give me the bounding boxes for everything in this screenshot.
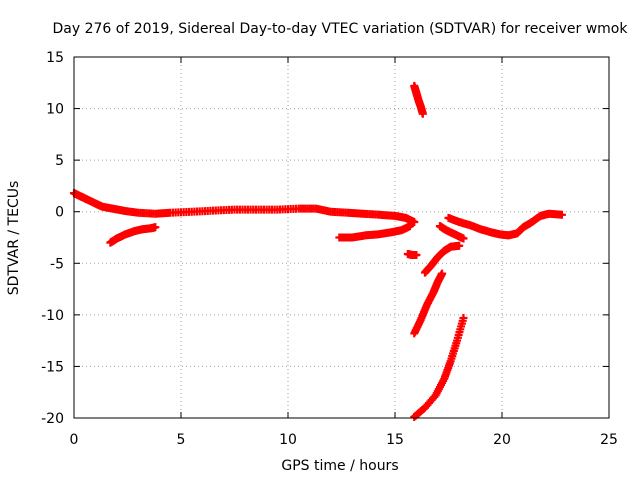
- chart-title: Day 276 of 2019, Sidereal Day-to-day VTE…: [53, 21, 629, 37]
- series-arc-right: [444, 209, 566, 240]
- series-arc-lower-mid: [335, 222, 414, 242]
- series-arc-main-upper: [70, 189, 419, 227]
- y-tick-label: -5: [50, 256, 64, 272]
- x-tick-label: 20: [493, 432, 511, 448]
- series-short-at-16: [403, 250, 421, 260]
- x-tick-label: 25: [600, 432, 618, 448]
- series-arc-top-spike: [410, 81, 427, 118]
- data-point: [455, 241, 464, 250]
- x-axis-label: GPS time / hours: [281, 458, 398, 474]
- y-axis-label: SDTVAR / TECUs: [6, 181, 22, 296]
- x-tick-label: 0: [70, 432, 79, 448]
- y-tick-label: 10: [46, 102, 64, 118]
- y-tick-label: -20: [41, 411, 64, 427]
- data-point: [412, 251, 421, 260]
- series-arc-right-lower: [435, 222, 468, 243]
- plot-frame: [73, 56, 610, 419]
- series-arc-lower-left: [106, 223, 160, 247]
- axis-ticks: [73, 56, 610, 419]
- data-point: [410, 218, 419, 227]
- y-tick-label: 5: [55, 153, 64, 169]
- data-point: [459, 313, 468, 322]
- y-tick-label: -15: [41, 359, 64, 375]
- series-arc-bottom-rise: [410, 313, 468, 421]
- data-point: [557, 210, 566, 219]
- y-tick-label: 0: [55, 205, 64, 221]
- x-tick-labels: 0 5 10 15 20 25: [70, 432, 618, 448]
- data-point: [459, 234, 468, 243]
- x-tick-label: 5: [177, 432, 186, 448]
- y-tick-label: 15: [46, 50, 64, 66]
- data-point: [151, 223, 160, 232]
- data-point: [438, 269, 447, 278]
- series-arc-small-hook: [420, 241, 464, 277]
- data-point: [418, 109, 427, 118]
- series-arc-mid-descend: [410, 269, 447, 338]
- x-tick-label: 15: [386, 432, 404, 448]
- data-point: [405, 222, 414, 231]
- y-tick-label: -10: [41, 308, 64, 324]
- y-tick-labels: -20 -15 -10 -5 0 5 10 15: [41, 50, 64, 427]
- data-points: [70, 81, 566, 421]
- x-tick-label: 10: [279, 432, 297, 448]
